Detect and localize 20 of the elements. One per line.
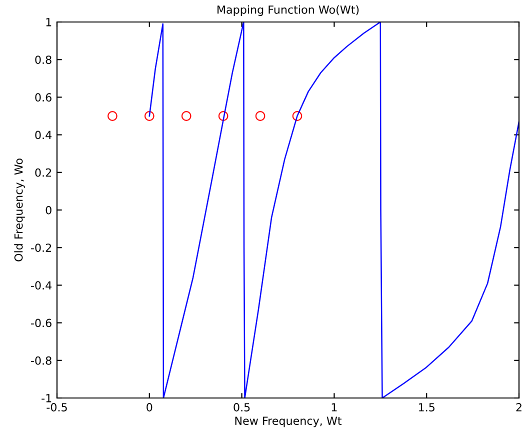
chart-title: Mapping Function Wo(Wt) xyxy=(218,5,359,16)
y-tick-label: 0.6 xyxy=(35,93,52,102)
x-tick-label: 0 xyxy=(146,403,152,412)
x-tick-label: 2 xyxy=(516,403,522,412)
y-tick-label: -0.6 xyxy=(31,318,52,328)
x-axis-title: New Frequency, Wt xyxy=(235,416,342,428)
y-tick-label: 1 xyxy=(46,18,52,26)
y-tick-label: 0 xyxy=(46,206,52,214)
y-tick-label: -0.8 xyxy=(31,356,52,365)
y-axis-title: Old Frequency, Wo xyxy=(14,158,25,262)
y-tick-label: -0.4 xyxy=(31,281,52,290)
y-tick-label: 0.4 xyxy=(35,130,52,140)
y-tick-label: -1 xyxy=(42,394,52,402)
x-tick-label: -0.5 xyxy=(46,403,67,412)
y-tick-label: 0.2 xyxy=(35,168,52,177)
x-tick-label: 1 xyxy=(332,403,337,412)
y-tick-label: 0.8 xyxy=(35,56,52,64)
y-tick-label: -0.2 xyxy=(31,244,52,252)
x-tick-label: 1.5 xyxy=(418,403,434,412)
x-tick-label: 0.5 xyxy=(234,403,250,412)
